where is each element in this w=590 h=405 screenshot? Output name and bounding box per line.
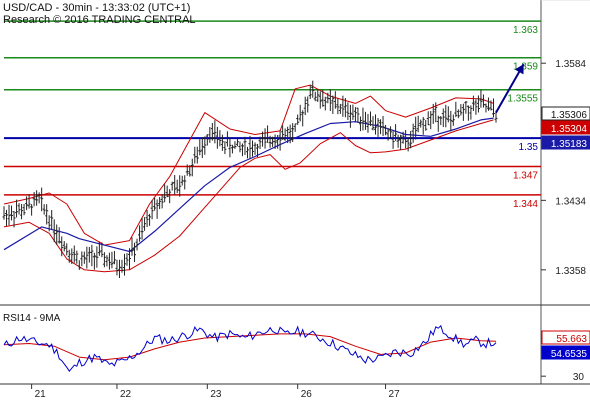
level-label: 1.363 (513, 25, 538, 36)
level-label: 1.347 (513, 171, 538, 182)
price-tag-label: 1.35306 (551, 110, 588, 121)
price-tag-label: 1.35304 (551, 124, 588, 135)
rsi-tag-label: 54.6535 (551, 349, 588, 360)
levels-layer: 1.363 1.359 1.3555 1.35 1.347 1.344 (4, 20, 541, 210)
price-bars-layer (2, 80, 498, 279)
price-tag-box (541, 120, 590, 135)
level-label: 1.35 (519, 142, 539, 153)
time-tick-label: 26 (301, 389, 313, 400)
price-tag-box (541, 106, 590, 121)
rsi-title: RSI14 - 9MA (3, 313, 61, 324)
projection-arrow-line (495, 63, 525, 114)
time-tick-label: 27 (389, 389, 401, 400)
price-tags-layer: 1.35306 1.35304 1.35183 (541, 106, 590, 150)
time-axis-ticks: 21 22 23 26 27 (31, 384, 401, 400)
rsi-tick-label: 30 (573, 372, 585, 383)
time-tick-label: 23 (210, 389, 222, 400)
rsi-line (3, 324, 497, 373)
bollinger-upper-line (3, 84, 494, 246)
level-label: 1.344 (513, 199, 538, 210)
rsi-tag-label: 55.663 (556, 334, 587, 345)
level-label: 1.359 (513, 62, 538, 73)
price-tick-label: 1.3434 (555, 196, 586, 207)
time-tick-label: 21 (35, 389, 47, 400)
price-tick-label: 1.3358 (555, 266, 586, 277)
chart-title: USD/CAD - 30min - 13:33:02 (UTC+1) (3, 2, 190, 14)
moving-average-line (3, 117, 494, 253)
rsi-layer: 30 55.663 54.6535 (3, 324, 590, 383)
chart-copyright: Research © 2016 TRADING CENTRAL (3, 14, 196, 26)
moving-average-layer (3, 117, 494, 253)
price-tag-label: 1.35183 (551, 139, 588, 150)
rsi-tag-box (541, 345, 590, 360)
price-axis-ticks: 1.3358 1.3434 1.3584 (541, 59, 586, 277)
price-tick-label: 1.3584 (555, 59, 586, 70)
time-tick-label: 22 (120, 389, 132, 400)
rsi-tag-box (541, 330, 590, 345)
level-label: 1.3555 (507, 94, 538, 105)
price-tag-box (541, 135, 590, 150)
bollinger-lower-line (3, 119, 494, 273)
projection-layer (495, 63, 525, 114)
projection-arrow-head (514, 64, 524, 75)
bollinger-layer (3, 84, 494, 273)
